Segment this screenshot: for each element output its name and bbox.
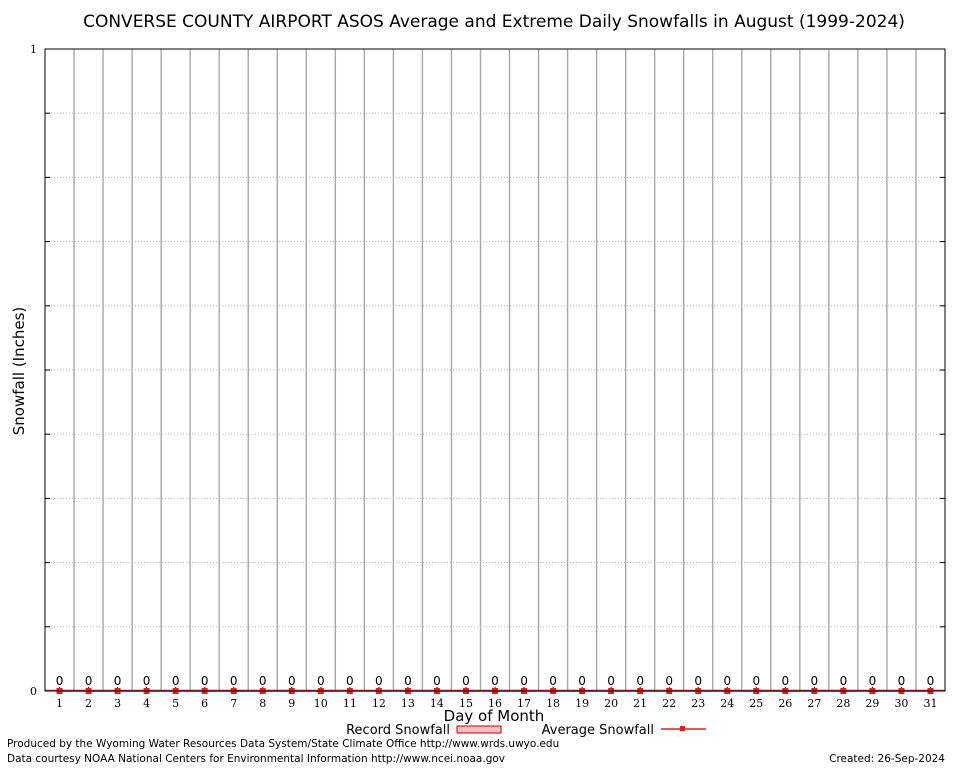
data-label: 0 (462, 674, 470, 688)
data-label: 0 (549, 674, 557, 688)
footer-data-courtesy: Data courtesy NOAA National Centers for … (7, 753, 506, 765)
y-tick-label: 0 (30, 685, 37, 698)
data-label: 0 (694, 674, 702, 688)
data-label: 0 (840, 674, 848, 688)
x-tick-label: 20 (604, 697, 618, 710)
legend-record-swatch (456, 725, 502, 734)
data-label: 0 (317, 674, 325, 688)
data-label: 0 (201, 674, 209, 688)
legend: Record Snowfall Average Snowfall (346, 723, 706, 738)
x-axis-label: Day of Month (444, 707, 545, 725)
data-label: 0 (898, 674, 906, 688)
data-label: 0 (927, 674, 935, 688)
data-label: 0 (723, 674, 731, 688)
x-tick-label: 31 (923, 697, 937, 710)
x-ticks: 1 2 3 4 5 6 7 8 9 10 11 12 13 14 15 16 17 18 19 20 21 22 23 24 2… (56, 687, 937, 710)
x-tick-label: 27 (807, 697, 821, 710)
data-label: 0 (636, 674, 644, 688)
data-label: 0 (752, 674, 760, 688)
x-tick-label: 29 (865, 697, 879, 710)
data-label: 0 (230, 674, 238, 688)
footer-produced-by: Produced by the Wyoming Water Resources … (7, 738, 560, 750)
x-tick-label: 25 (749, 697, 763, 710)
grid (45, 112, 945, 628)
data-label: 0 (811, 674, 819, 688)
data-label: 0 (404, 674, 412, 688)
data-label: 0 (288, 674, 296, 688)
data-label: 0 (143, 674, 151, 688)
day-separators (73, 49, 917, 691)
x-tick-label: 5 (172, 697, 179, 710)
plot-frame (44, 48, 946, 692)
x-tick-label: 13 (401, 697, 415, 710)
data-label: 0 (520, 674, 528, 688)
x-tick-label: 22 (662, 697, 676, 710)
data-label: 0 (491, 674, 499, 688)
x-tick-label: 19 (575, 697, 589, 710)
y-axis-label: Snowfall (Inches) (10, 307, 28, 435)
data-label: 0 (346, 674, 354, 688)
x-tick-label: 10 (314, 697, 328, 710)
x-tick-label: 15 (459, 697, 473, 710)
legend-average-marker (680, 726, 685, 731)
x-tick-label: 9 (288, 697, 295, 710)
data-label: 0 (578, 674, 586, 688)
x-tick-label: 30 (894, 697, 908, 710)
x-tick-label: 7 (230, 697, 237, 710)
x-tick-label: 1 (56, 697, 63, 710)
x-tick-label: 26 (778, 697, 792, 710)
x-tick-label: 12 (372, 697, 386, 710)
data-label: 0 (56, 674, 64, 688)
x-tick-label: 28 (836, 697, 850, 710)
data-labels: 0 0 0 0 0 0 0 0 0 0 0 0 0 0 0 0 0 0 0 0 0 0 0 0 0 0 0 0 0 0 0 (56, 674, 935, 688)
data-label: 0 (607, 674, 615, 688)
chart-title: CONVERSE COUNTY AIRPORT ASOS Average and… (83, 12, 905, 32)
footer-created-date: Created: 26-Sep-2024 (829, 753, 945, 765)
x-tick-label: 17 (517, 697, 531, 710)
data-label: 0 (85, 674, 93, 688)
data-label: 0 (259, 674, 267, 688)
x-tick-label: 24 (720, 697, 734, 710)
x-tick-label: 16 (488, 697, 502, 710)
data-label: 0 (375, 674, 383, 688)
x-tick-label: 4 (143, 697, 150, 710)
x-tick-label: 3 (114, 697, 121, 710)
data-label: 0 (782, 674, 790, 688)
legend-average-label: Average Snowfall (542, 723, 654, 738)
data-label: 0 (172, 674, 180, 688)
data-label: 0 (114, 674, 122, 688)
x-tick-label: 21 (633, 697, 647, 710)
y-tick-label: 1 (30, 43, 37, 56)
x-tick-label: 8 (259, 697, 266, 710)
x-tick-label: 23 (691, 697, 705, 710)
x-tick-label: 6 (201, 697, 208, 710)
data-label: 0 (433, 674, 441, 688)
x-tick-label: 14 (430, 697, 444, 710)
x-tick-label: 11 (343, 697, 357, 710)
data-label: 0 (665, 674, 673, 688)
x-tick-label: 2 (85, 697, 92, 710)
legend-record-label: Record Snowfall (346, 723, 450, 738)
data-label: 0 (869, 674, 877, 688)
x-tick-label: 18 (546, 697, 560, 710)
